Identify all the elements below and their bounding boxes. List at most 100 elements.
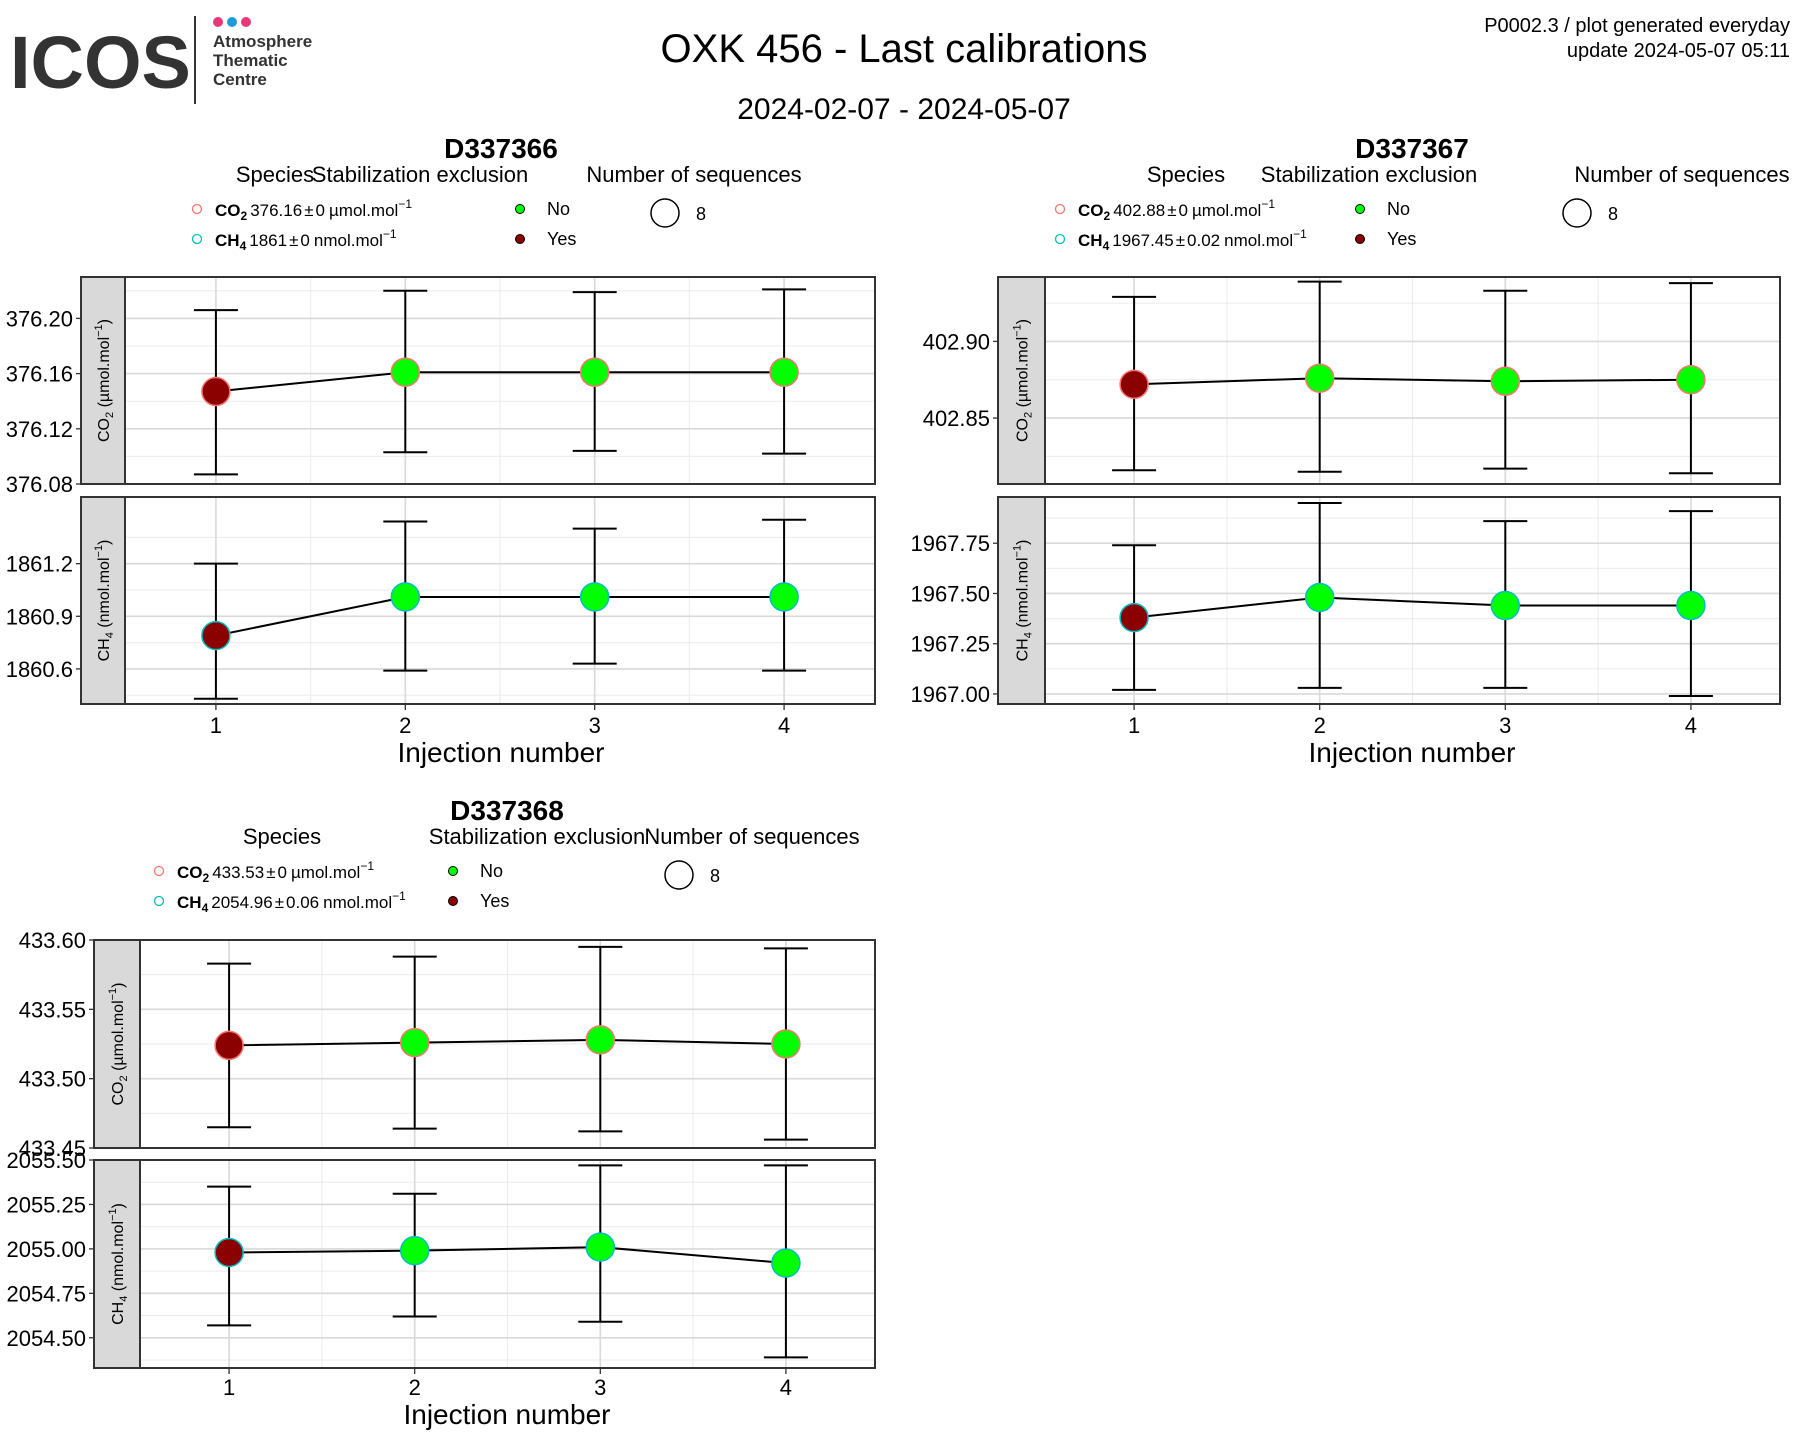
strip-paren: ) bbox=[1015, 540, 1032, 545]
strip-species: CH bbox=[96, 638, 113, 661]
species-name: CH bbox=[1078, 231, 1103, 250]
data-point bbox=[399, 1235, 430, 1266]
species-value: 433.53 bbox=[212, 863, 264, 882]
plus-minus: ± bbox=[1167, 201, 1176, 220]
plus-minus: ± bbox=[266, 863, 275, 882]
strip-paren: ) bbox=[110, 983, 127, 988]
panel-border bbox=[124, 496, 876, 705]
species-unit: µmol.mol bbox=[1192, 201, 1261, 220]
data-point bbox=[585, 1025, 616, 1055]
unit-superscript: −1 bbox=[360, 859, 374, 873]
plus-minus: ± bbox=[304, 201, 313, 220]
species-unit: nmol.mol bbox=[314, 231, 383, 250]
x-tick-label: 3 bbox=[589, 713, 601, 738]
y-tick-label: 2055.00 bbox=[6, 1237, 86, 1262]
legend-label-stab-no: No bbox=[1387, 199, 1410, 219]
data-point bbox=[390, 582, 421, 612]
legend-label-co2: CO2 402.88 ±0 µmol.mol−1 bbox=[1078, 197, 1275, 223]
species-unit: nmol.mol bbox=[323, 893, 392, 912]
data-point bbox=[1119, 369, 1149, 400]
series-line bbox=[229, 1246, 786, 1265]
species-name: CO bbox=[1078, 201, 1104, 220]
data-point bbox=[1119, 602, 1149, 633]
series-line bbox=[229, 1038, 786, 1047]
species-value: 376.16 bbox=[250, 201, 302, 220]
x-tick-label: 1 bbox=[1128, 713, 1140, 738]
icos-logo: ICOS Atmosphere Thematic Centre bbox=[10, 16, 312, 104]
strip-paren: ) bbox=[96, 540, 113, 545]
plus-minus: ± bbox=[1176, 231, 1185, 250]
logo-divider bbox=[194, 16, 196, 104]
strip-unit: (nmol.mol bbox=[96, 557, 113, 632]
species-value: 2054.96 bbox=[211, 893, 272, 912]
species-name: CO bbox=[215, 201, 241, 220]
legend-key-stab-no bbox=[1355, 204, 1365, 214]
y-tick-label: 2054.50 bbox=[6, 1326, 86, 1351]
legend-label-sequences: 8 bbox=[696, 204, 706, 224]
legend-label-stab-no: No bbox=[547, 199, 570, 219]
legend-key-co2 bbox=[153, 865, 165, 877]
facet-panel-ch4: 2054.50 2054.75 2055.00 2055.25 2055.50 CH4 (… bbox=[6, 1148, 876, 1369]
data-point bbox=[585, 1232, 616, 1262]
unit-superscript: −1 bbox=[1261, 197, 1275, 211]
legend-title-stabilization: Stabilization exclusion bbox=[1261, 162, 1477, 187]
strip-subscript: 4 bbox=[1023, 632, 1035, 638]
x-tick-label: 4 bbox=[1685, 713, 1697, 738]
legend-key-sequences bbox=[1562, 198, 1592, 228]
series-line bbox=[215, 371, 785, 393]
strip-unit: (µmol.mol bbox=[96, 337, 113, 412]
series-line bbox=[1133, 596, 1691, 619]
strip-unit: (µmol.mol bbox=[110, 1000, 127, 1075]
unit-superscript: −1 bbox=[398, 197, 412, 211]
facet-panel-ch4: 1860.6 1860.9 1861.2 CH4 (nmol.mol−1) bbox=[6, 496, 876, 705]
strip-species: CH bbox=[110, 1302, 127, 1325]
legend-label-co2: CO2 433.53 ±0 µmol.mol−1 bbox=[177, 859, 374, 885]
panel-border bbox=[1044, 496, 1781, 705]
species-uncertainty: 0.02 bbox=[1187, 231, 1220, 250]
x-axis-title: Injection number bbox=[1308, 737, 1515, 768]
legend-key-ch4 bbox=[1054, 233, 1066, 245]
species-uncertainty: 0 bbox=[300, 231, 309, 250]
facet-panel-co2: 433.45 433.50 433.55 433.60 CO2 (µmol.mol−1) bbox=[19, 928, 876, 1161]
chart-D337367: D337367 Species Stabilization exclusion Num… bbox=[910, 133, 1789, 768]
legend-title-sequences: Number of sequences bbox=[1574, 162, 1789, 187]
species-value: 402.88 bbox=[1113, 201, 1165, 220]
series-line bbox=[1134, 377, 1691, 386]
x-tick-label: 2 bbox=[409, 1375, 421, 1400]
y-tick-label: 2054.75 bbox=[6, 1281, 86, 1306]
data-point bbox=[390, 357, 421, 387]
data-point bbox=[201, 620, 231, 651]
y-tick-label: 1967.75 bbox=[910, 531, 990, 556]
page-title: OXK 456 - Last calibrations bbox=[661, 27, 1148, 71]
info-line-2: update 2024-05-07 05:11 bbox=[1567, 40, 1790, 62]
legend-key-ch4 bbox=[191, 233, 203, 245]
data-point bbox=[1676, 364, 1706, 395]
y-tick-label: 433.60 bbox=[19, 928, 86, 953]
y-tick-label: 433.45 bbox=[19, 1136, 86, 1161]
facet-panel-co2: 376.08 376.12 376.16 376.20 CO2 (µmol.mol−1) bbox=[6, 276, 876, 497]
species-subscript: 4 bbox=[1103, 239, 1110, 253]
y-tick-label: 376.12 bbox=[6, 417, 73, 442]
chart-title: D337368 bbox=[450, 795, 564, 826]
facet-strip-label: CO2 (µmol.mol−1) bbox=[107, 983, 130, 1106]
facet-strip-label: CH4 (nmol.mol−1) bbox=[93, 540, 116, 662]
y-tick-label: 1860.9 bbox=[6, 604, 73, 629]
legend-key-co2 bbox=[191, 203, 203, 215]
data-point bbox=[1304, 363, 1335, 393]
x-tick-label: 1 bbox=[210, 713, 222, 738]
facet-strip bbox=[93, 939, 141, 1149]
strip-subscript: 2 bbox=[104, 412, 116, 418]
species-uncertainty: 0 bbox=[278, 863, 287, 882]
logo-dot-pink bbox=[213, 17, 223, 27]
legend-key-stab-yes bbox=[448, 896, 458, 906]
info-line-1: P0002.3 / plot generated everyday bbox=[1484, 15, 1790, 37]
strip-unit: (nmol.mol bbox=[1015, 557, 1032, 632]
series-line bbox=[215, 595, 785, 637]
species-uncertainty: 0.06 bbox=[286, 893, 319, 912]
logo-word: ICOS bbox=[10, 21, 191, 104]
data-point bbox=[1490, 366, 1521, 397]
strip-unit: (µmol.mol bbox=[1015, 337, 1032, 412]
unit-superscript: −1 bbox=[1293, 227, 1307, 241]
